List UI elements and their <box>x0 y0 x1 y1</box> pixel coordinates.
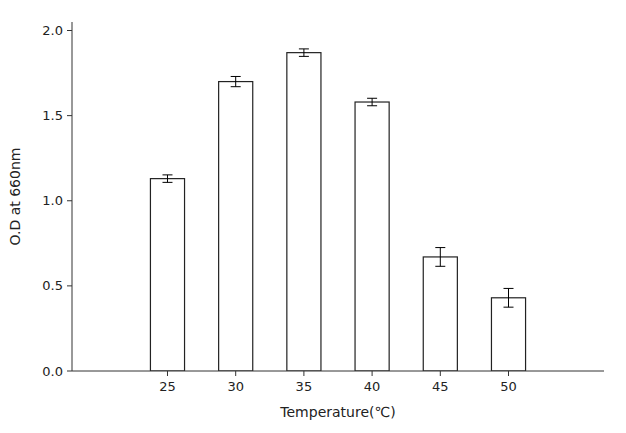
y-tick <box>67 30 72 31</box>
x-axis-label: Temperature(℃) <box>279 404 395 420</box>
error-line <box>440 248 441 267</box>
bar <box>491 298 525 371</box>
error-cap <box>435 247 445 248</box>
y-tick <box>67 371 72 372</box>
x-tick-label: 50 <box>500 379 517 394</box>
error-line <box>235 76 236 86</box>
error-line <box>167 175 168 182</box>
y-tick-label: 1.0 <box>42 193 63 208</box>
bar <box>150 179 184 371</box>
x-tick <box>167 371 168 376</box>
error-bar <box>435 248 445 267</box>
error-bar <box>162 175 172 182</box>
bar <box>423 257 457 371</box>
x-axis-line <box>72 371 604 372</box>
bar <box>355 102 389 371</box>
error-cap <box>367 98 377 99</box>
error-line <box>303 49 304 56</box>
y-tick-label: 2.0 <box>42 23 63 38</box>
error-bar <box>299 49 309 56</box>
error-cap <box>231 76 241 77</box>
y-tick-label: 1.5 <box>42 108 63 123</box>
error-cap <box>231 86 241 87</box>
y-tick <box>67 115 72 116</box>
x-tick <box>372 371 373 376</box>
error-line <box>508 288 509 307</box>
error-cap <box>367 105 377 106</box>
x-tick <box>303 371 304 376</box>
axes: 25 30 35 40 45 50 0.0 0.5 1.0 1.5 2.0 <box>42 22 604 394</box>
chart: 25 30 35 40 45 50 0.0 0.5 1.0 1.5 2.0 Temperature(℃… <box>0 0 626 433</box>
error-line <box>372 98 373 105</box>
error-bar <box>504 288 514 307</box>
x-tick-label: 40 <box>364 379 381 394</box>
x-tick <box>508 371 509 376</box>
error-cap <box>299 48 309 49</box>
error-cap <box>504 307 514 308</box>
chart-container: 25 30 35 40 45 50 0.0 0.5 1.0 1.5 2.0 Temperature(℃… <box>0 0 626 433</box>
y-tick-label: 0.0 <box>42 364 63 379</box>
x-tick <box>440 371 441 376</box>
error-cap <box>504 288 514 289</box>
y-tick-label: 0.5 <box>42 278 63 293</box>
x-tick-label: 45 <box>432 379 449 394</box>
y-tick <box>67 285 72 286</box>
bar <box>219 82 253 371</box>
x-tick <box>235 371 236 376</box>
x-tick-label: 35 <box>296 379 313 394</box>
y-axis-label: O.D at 660nm <box>7 148 23 246</box>
error-cap <box>435 266 445 267</box>
bar <box>287 53 321 371</box>
error-cap <box>299 56 309 57</box>
error-bar <box>367 98 377 105</box>
error-cap <box>162 182 172 183</box>
error-cap <box>162 174 172 175</box>
marks <box>150 49 525 371</box>
error-bar <box>231 76 241 86</box>
x-tick-label: 25 <box>159 379 176 394</box>
x-tick-label: 30 <box>227 379 244 394</box>
y-tick <box>67 200 72 201</box>
y-axis-line <box>72 22 73 371</box>
